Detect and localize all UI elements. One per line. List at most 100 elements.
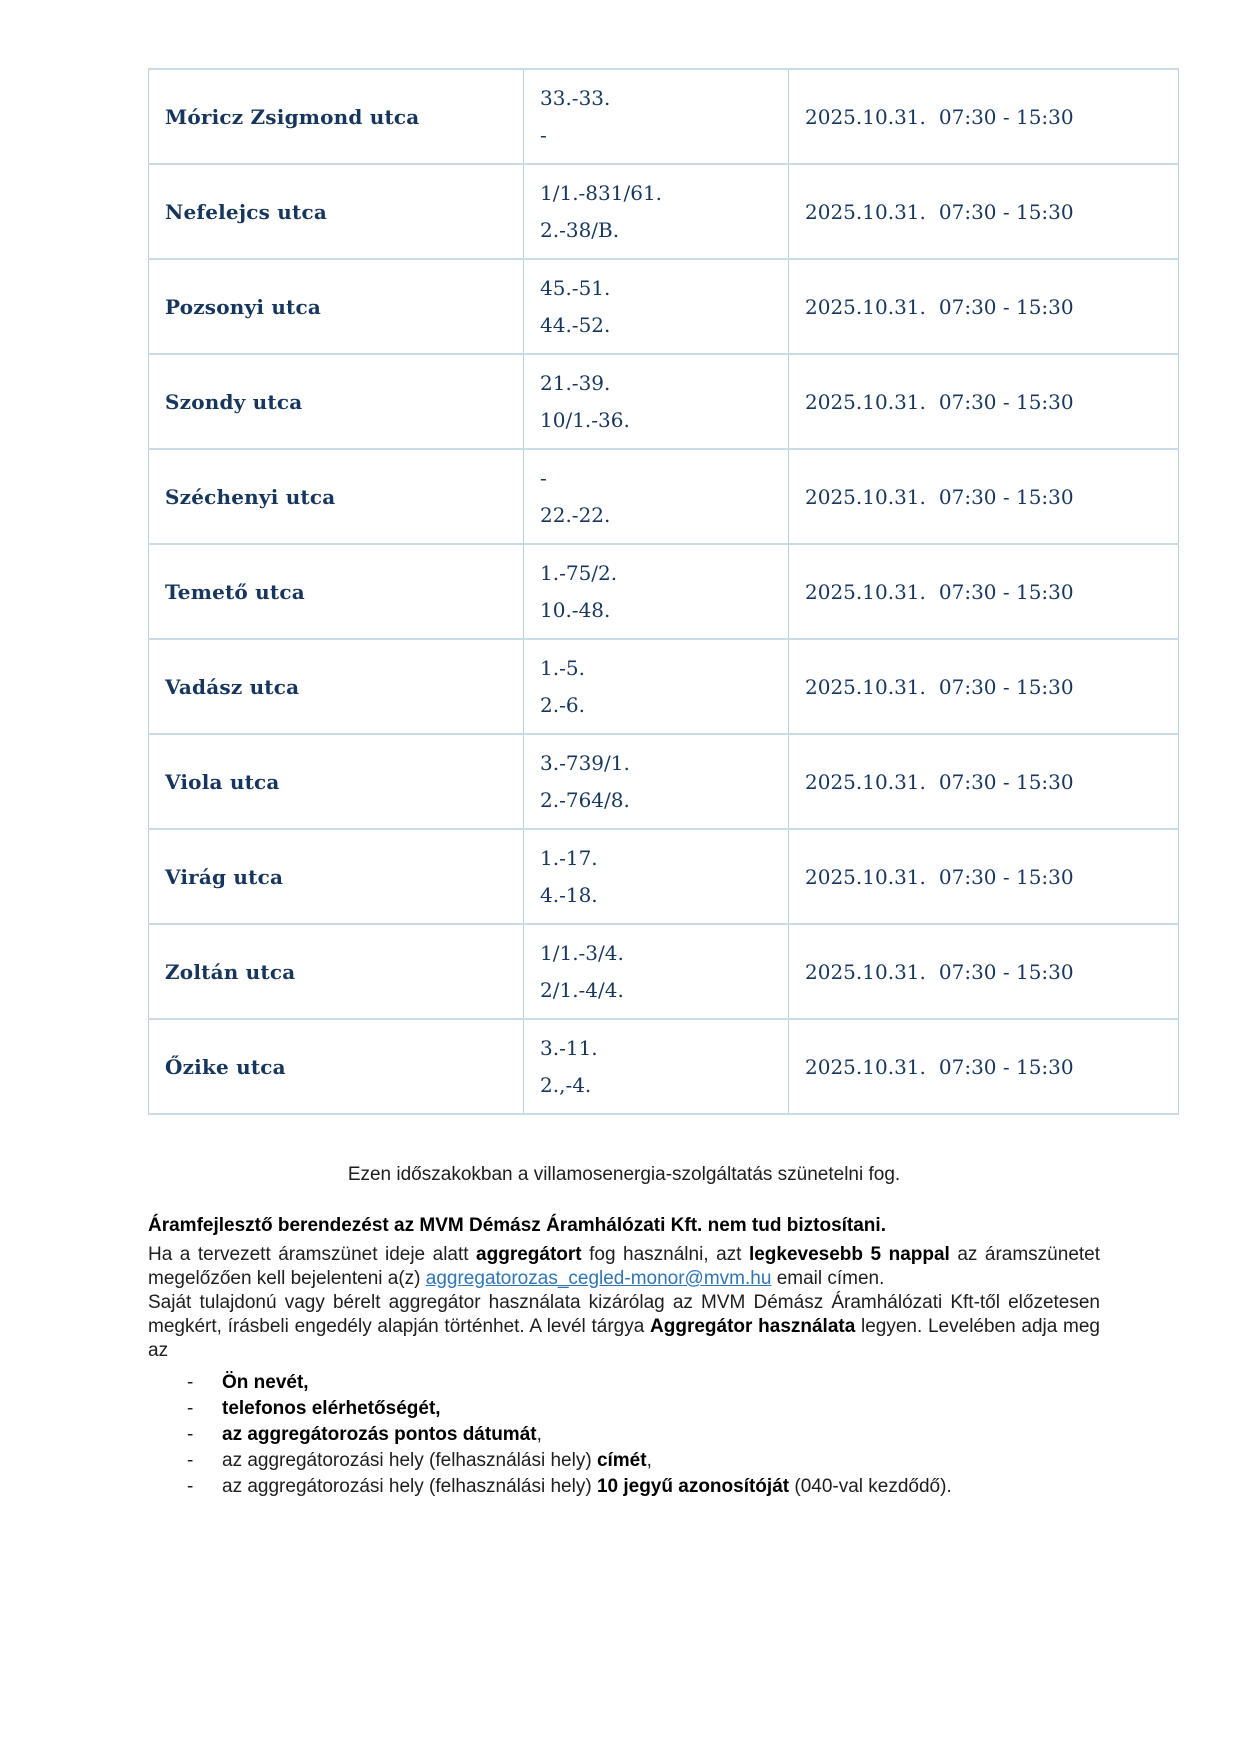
- house-numbers-cell: 3.-739/1. 2.-764/8.: [523, 733, 789, 830]
- list-item: - az aggregátorozási hely (felhasználási …: [148, 1474, 1100, 1500]
- outage-datetime-cell: 2025.10.31. 07:30 - 15:30: [788, 923, 1179, 1020]
- street-name-cell: Pozsonyi utca: [148, 258, 524, 355]
- house-number-range: 2.-38/B.: [540, 217, 620, 242]
- dash-marker: -: [187, 1372, 194, 1393]
- table-row: Virág utca 1.-17. 4.-18. 2025.10.31. 07:30 -…: [148, 828, 1179, 925]
- outage-date: 2025.10.31.: [805, 959, 926, 984]
- house-number-range: 2.,-4.: [540, 1072, 592, 1097]
- outage-datetime-cell: 2025.10.31. 07:30 - 15:30: [788, 163, 1179, 260]
- requirements-list: - Ön nevét, - telefonos elérhetőségét, - az a…: [148, 1370, 1100, 1500]
- house-number-range: 1.-5.: [540, 655, 585, 680]
- outage-date: 2025.10.31.: [805, 769, 926, 794]
- paragraph-aggregator-permission: Saját tulajdonú vagy bérelt aggregátor h…: [148, 1291, 1100, 1363]
- list-item-text: telefonos elérhetőségét,: [222, 1398, 441, 1419]
- table-row: Széchenyi utca - 22.-22. 2025.10.31. 07:30 -…: [148, 448, 1179, 545]
- interruption-notice: Ezen időszakokban a villamosenergia-szol…: [347, 1164, 901, 1185]
- outage-table: Móricz Zsigmond utca 33.-33. - 2025.10.31. 0…: [148, 68, 1179, 1115]
- house-numbers-cell: 1/1.-831/61. 2.-38/B.: [523, 163, 789, 260]
- house-numbers-cell: 1/1.-3/4. 2/1.-4/4.: [523, 923, 789, 1020]
- street-name-cell: Móricz Zsigmond utca: [148, 68, 524, 165]
- outage-time: 07:30 - 15:30: [938, 864, 1074, 889]
- outage-time: 07:30 - 15:30: [938, 769, 1074, 794]
- table-row: Viola utca 3.-739/1. 2.-764/8. 2025.10.31. 0…: [148, 733, 1179, 830]
- house-numbers-cell: 21.-39. 10/1.-36.: [523, 353, 789, 450]
- outage-time: 07:30 - 15:30: [938, 104, 1074, 129]
- text-segment: Ha a tervezett áramszünet ideje alatt: [148, 1244, 477, 1265]
- outage-date: 2025.10.31.: [805, 389, 926, 414]
- text-segment: Aggregátor használata: [650, 1316, 856, 1337]
- list-item: - az aggregátorozás pontos dátumát,: [148, 1422, 1100, 1448]
- list-item-text: az aggregátorozási hely (felhasználási h…: [222, 1476, 952, 1497]
- outage-date: 2025.10.31.: [805, 579, 926, 604]
- house-numbers-cell: - 22.-22.: [523, 448, 789, 545]
- street-name-cell: Szondy utca: [148, 353, 524, 450]
- list-item: - az aggregátorozási hely (felhasználási …: [148, 1448, 1100, 1474]
- house-numbers-cell: 45.-51. 44.-52.: [523, 258, 789, 355]
- table-row: Szondy utca 21.-39. 10/1.-36. 2025.10.31. 07…: [148, 353, 1179, 450]
- table-row: Zoltán utca 1/1.-3/4. 2/1.-4/4. 2025.10.31.…: [148, 923, 1179, 1020]
- outage-table-body: Móricz Zsigmond utca 33.-33. - 2025.10.31. 0…: [148, 68, 1179, 1115]
- street-name-cell: Viola utca: [148, 733, 524, 830]
- table-row: Nefelejcs utca 1/1.-831/61. 2.-38/B. 2025.1…: [148, 163, 1179, 260]
- street-name-cell: Virág utca: [148, 828, 524, 925]
- house-number-range: 1/1.-3/4.: [540, 940, 624, 965]
- outage-datetime-cell: 2025.10.31. 07:30 - 15:30: [788, 1018, 1179, 1115]
- list-item: - telefonos elérhetőségét,: [148, 1396, 1100, 1422]
- house-number-range: 33.-33.: [540, 85, 611, 110]
- outage-date: 2025.10.31.: [805, 104, 926, 129]
- text-segment: címét: [596, 1450, 647, 1471]
- outage-datetime-cell: 2025.10.31. 07:30 - 15:30: [788, 68, 1179, 165]
- house-number-range: 10/1.-36.: [540, 407, 630, 432]
- outage-date: 2025.10.31.: [805, 1054, 926, 1079]
- street-name-cell: Temető utca: [148, 543, 524, 640]
- outage-date: 2025.10.31.: [805, 484, 926, 509]
- street-name-cell: Vadász utca: [148, 638, 524, 735]
- outage-datetime-cell: 2025.10.31. 07:30 - 15:30: [788, 258, 1179, 355]
- outage-time: 07:30 - 15:30: [938, 484, 1074, 509]
- generator-heading: Áramfejlesztő berendezést az MVM Démász …: [148, 1215, 886, 1236]
- street-name-cell: Zoltán utca: [148, 923, 524, 1020]
- outage-datetime-cell: 2025.10.31. 07:30 - 15:30: [788, 828, 1179, 925]
- text-segment: az aggregátorozási hely (felhasználási h…: [222, 1476, 597, 1497]
- house-number-range: -: [540, 465, 547, 490]
- outage-date: 2025.10.31.: [805, 864, 926, 889]
- list-item-text: Ön nevét,: [222, 1372, 309, 1393]
- house-numbers-cell: 1.-5. 2.-6.: [523, 638, 789, 735]
- house-number-range: 21.-39.: [540, 370, 611, 395]
- house-number-range: -: [540, 122, 547, 147]
- text-segment: legkevesebb 5 nappal: [748, 1244, 950, 1265]
- outage-time: 07:30 - 15:30: [938, 389, 1074, 414]
- outage-datetime-cell: 2025.10.31. 07:30 - 15:30: [788, 733, 1179, 830]
- text-segment: (040-val kezdődő).: [789, 1476, 952, 1497]
- house-number-range: 1.-17.: [540, 845, 598, 870]
- outage-datetime-cell: 2025.10.31. 07:30 - 15:30: [788, 543, 1179, 640]
- table-row: Vadász utca 1.-5. 2.-6. 2025.10.31. 07:30 - …: [148, 638, 1179, 735]
- text-segment: Ön nevét,: [222, 1372, 309, 1393]
- text-segment: legyen. Levelében adja meg az: [148, 1316, 1100, 1361]
- house-number-range: 3.-739/1.: [540, 750, 630, 775]
- house-numbers-cell: 1.-17. 4.-18.: [523, 828, 789, 925]
- house-number-range: 22.-22.: [540, 502, 611, 527]
- outage-time: 07:30 - 15:30: [938, 579, 1074, 604]
- outage-date: 2025.10.31.: [805, 294, 926, 319]
- house-number-range: 2.-764/8.: [540, 787, 630, 812]
- house-number-range: 1.-75/2.: [540, 560, 618, 585]
- house-number-range: 1/1.-831/61.: [540, 180, 663, 205]
- house-number-range: 10.-48.: [540, 597, 611, 622]
- text-segment: aggregátort: [476, 1244, 582, 1265]
- list-item-text: az aggregátorozás pontos dátumát,: [222, 1424, 542, 1445]
- house-number-range: 2.-6.: [540, 692, 585, 717]
- house-number-range: 44.-52.: [540, 312, 611, 337]
- email-link[interactable]: aggregatorozas_cegled-monor@mvm.hu: [425, 1268, 772, 1289]
- text-segment: ,: [536, 1424, 542, 1445]
- outage-time: 07:30 - 15:30: [938, 674, 1074, 699]
- outage-datetime-cell: 2025.10.31. 07:30 - 15:30: [788, 353, 1179, 450]
- table-row: Temető utca 1.-75/2. 10.-48. 2025.10.31. 07:…: [148, 543, 1179, 640]
- paragraph-aggregator-report: Ha a tervezett áramszünet ideje alatt ag…: [148, 1243, 1100, 1291]
- outage-datetime-cell: 2025.10.31. 07:30 - 15:30: [788, 638, 1179, 735]
- dash-marker: -: [187, 1450, 194, 1471]
- notice-section: Ezen időszakokban a villamosenergia-szol…: [148, 1163, 1100, 1500]
- street-name-cell: Nefelejcs utca: [148, 163, 524, 260]
- street-name-cell: Széchenyi utca: [148, 448, 524, 545]
- text-segment: az aggregátorozás pontos dátumát: [222, 1424, 537, 1445]
